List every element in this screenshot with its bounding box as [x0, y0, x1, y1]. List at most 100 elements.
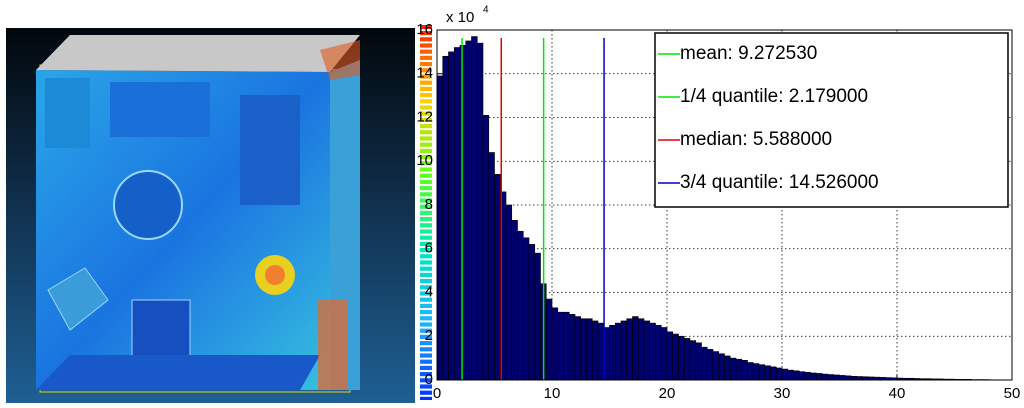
legend-label: median: 5.588000	[680, 129, 832, 150]
histogram-bar	[650, 323, 656, 380]
histogram-bar	[736, 359, 742, 380]
histogram-bar	[713, 352, 719, 380]
histogram-bar	[529, 244, 535, 380]
histogram-bar	[857, 377, 863, 381]
colorbar-gap	[420, 364, 432, 366]
x-tick-label: 30	[774, 385, 791, 402]
histogram-bar	[753, 364, 759, 380]
histogram-bar	[443, 56, 449, 380]
point-cloud-render	[6, 28, 415, 403]
histogram-bar	[615, 323, 621, 380]
histogram-bar	[805, 372, 811, 380]
histogram-bar	[495, 174, 501, 380]
histogram-bar	[817, 373, 823, 380]
histogram-bar	[828, 375, 834, 380]
colorbar-gap	[420, 227, 432, 229]
colorbar-gap	[420, 320, 432, 322]
histogram-bar	[437, 76, 443, 380]
colorbar-gap	[420, 128, 432, 130]
y-scale-exponent: 4	[483, 5, 489, 16]
colorbar-gap	[420, 48, 432, 50]
histogram-bar	[794, 371, 800, 380]
histogram-bar	[725, 356, 731, 380]
colorbar-gap	[420, 85, 432, 87]
x-tick-label: 20	[659, 385, 676, 402]
colorbar-gap	[420, 265, 432, 267]
histogram-bar	[454, 48, 460, 381]
colorbar-gap	[420, 302, 432, 304]
colorbar-gap	[420, 147, 432, 149]
colorbar-gap	[420, 258, 432, 260]
colorbar-gap	[420, 172, 432, 174]
histogram-bar	[748, 363, 754, 381]
histogram-bar	[834, 375, 840, 380]
colorbar-gap	[420, 277, 432, 279]
histogram-bar	[707, 349, 713, 380]
colorbar-gap	[420, 271, 432, 273]
histogram-bar	[765, 366, 771, 380]
x-tick-label: 40	[889, 385, 906, 402]
histogram-bar	[771, 367, 777, 380]
histogram-bar	[638, 319, 644, 380]
colorbar-gap	[420, 234, 432, 236]
x-tick-label: 50	[1004, 385, 1021, 402]
histogram-bar	[840, 375, 846, 380]
histogram-bar	[759, 365, 765, 380]
histogram-bar	[581, 319, 587, 380]
colorbar-gap	[420, 60, 432, 62]
colorbar-gap	[420, 389, 432, 391]
colorbar-gap	[420, 178, 432, 180]
histogram-bar	[776, 368, 782, 380]
histogram-bar	[811, 373, 817, 380]
colorbar-gap	[420, 91, 432, 93]
colorbar-gap	[420, 314, 432, 316]
histogram-bar	[644, 321, 650, 380]
histogram-bar	[730, 358, 736, 380]
y-tick-label: 16	[416, 21, 433, 38]
histogram-bar	[598, 323, 604, 380]
histogram-bar	[466, 41, 472, 380]
colorbar-gap	[420, 41, 432, 43]
histogram-bar	[477, 43, 483, 380]
histogram-bar	[627, 319, 633, 380]
y-tick-label: 4	[425, 283, 433, 300]
histogram-bar	[564, 312, 570, 380]
histogram-bar	[679, 336, 685, 380]
histogram-bar	[656, 325, 662, 380]
x-tick-label: 10	[544, 385, 561, 402]
colorbar-gap	[420, 134, 432, 136]
histogram-bar	[460, 45, 466, 380]
colorbar-gap	[420, 184, 432, 186]
histogram-bar	[684, 338, 690, 380]
histogram-bar	[523, 238, 529, 380]
legend-label: mean: 9.272530	[680, 43, 817, 64]
colorbar-gap	[420, 97, 432, 99]
histogram-bar	[489, 153, 495, 381]
histogram-bar	[472, 37, 478, 380]
legend-label: 3/4 quantile: 14.526000	[680, 172, 879, 193]
histogram-bar	[587, 319, 593, 380]
y-tick-label: 14	[416, 65, 433, 82]
histogram-bar	[661, 328, 667, 381]
colorbar-gap	[420, 345, 432, 347]
y-tick-label: 6	[425, 240, 433, 257]
colorbar-gap	[420, 351, 432, 353]
colorbar-gap	[420, 54, 432, 56]
histogram-bar	[690, 341, 696, 380]
histogram-bar	[512, 220, 518, 380]
colorbar-gap	[420, 358, 432, 360]
histogram-bar	[822, 374, 828, 380]
histogram-bar	[782, 369, 788, 380]
x-tick-label: 0	[433, 385, 441, 402]
histogram-bar	[592, 321, 598, 380]
histogram-bar	[449, 52, 455, 380]
histogram-bar	[552, 308, 558, 380]
colorbar-gap	[420, 141, 432, 143]
histogram-bar	[702, 347, 708, 380]
colorbar-gap	[420, 221, 432, 223]
y-tick-label: 2	[425, 327, 433, 344]
histogram-bar	[535, 253, 541, 380]
y-scale-label: x 10	[446, 9, 474, 26]
histogram-bar	[575, 317, 581, 380]
